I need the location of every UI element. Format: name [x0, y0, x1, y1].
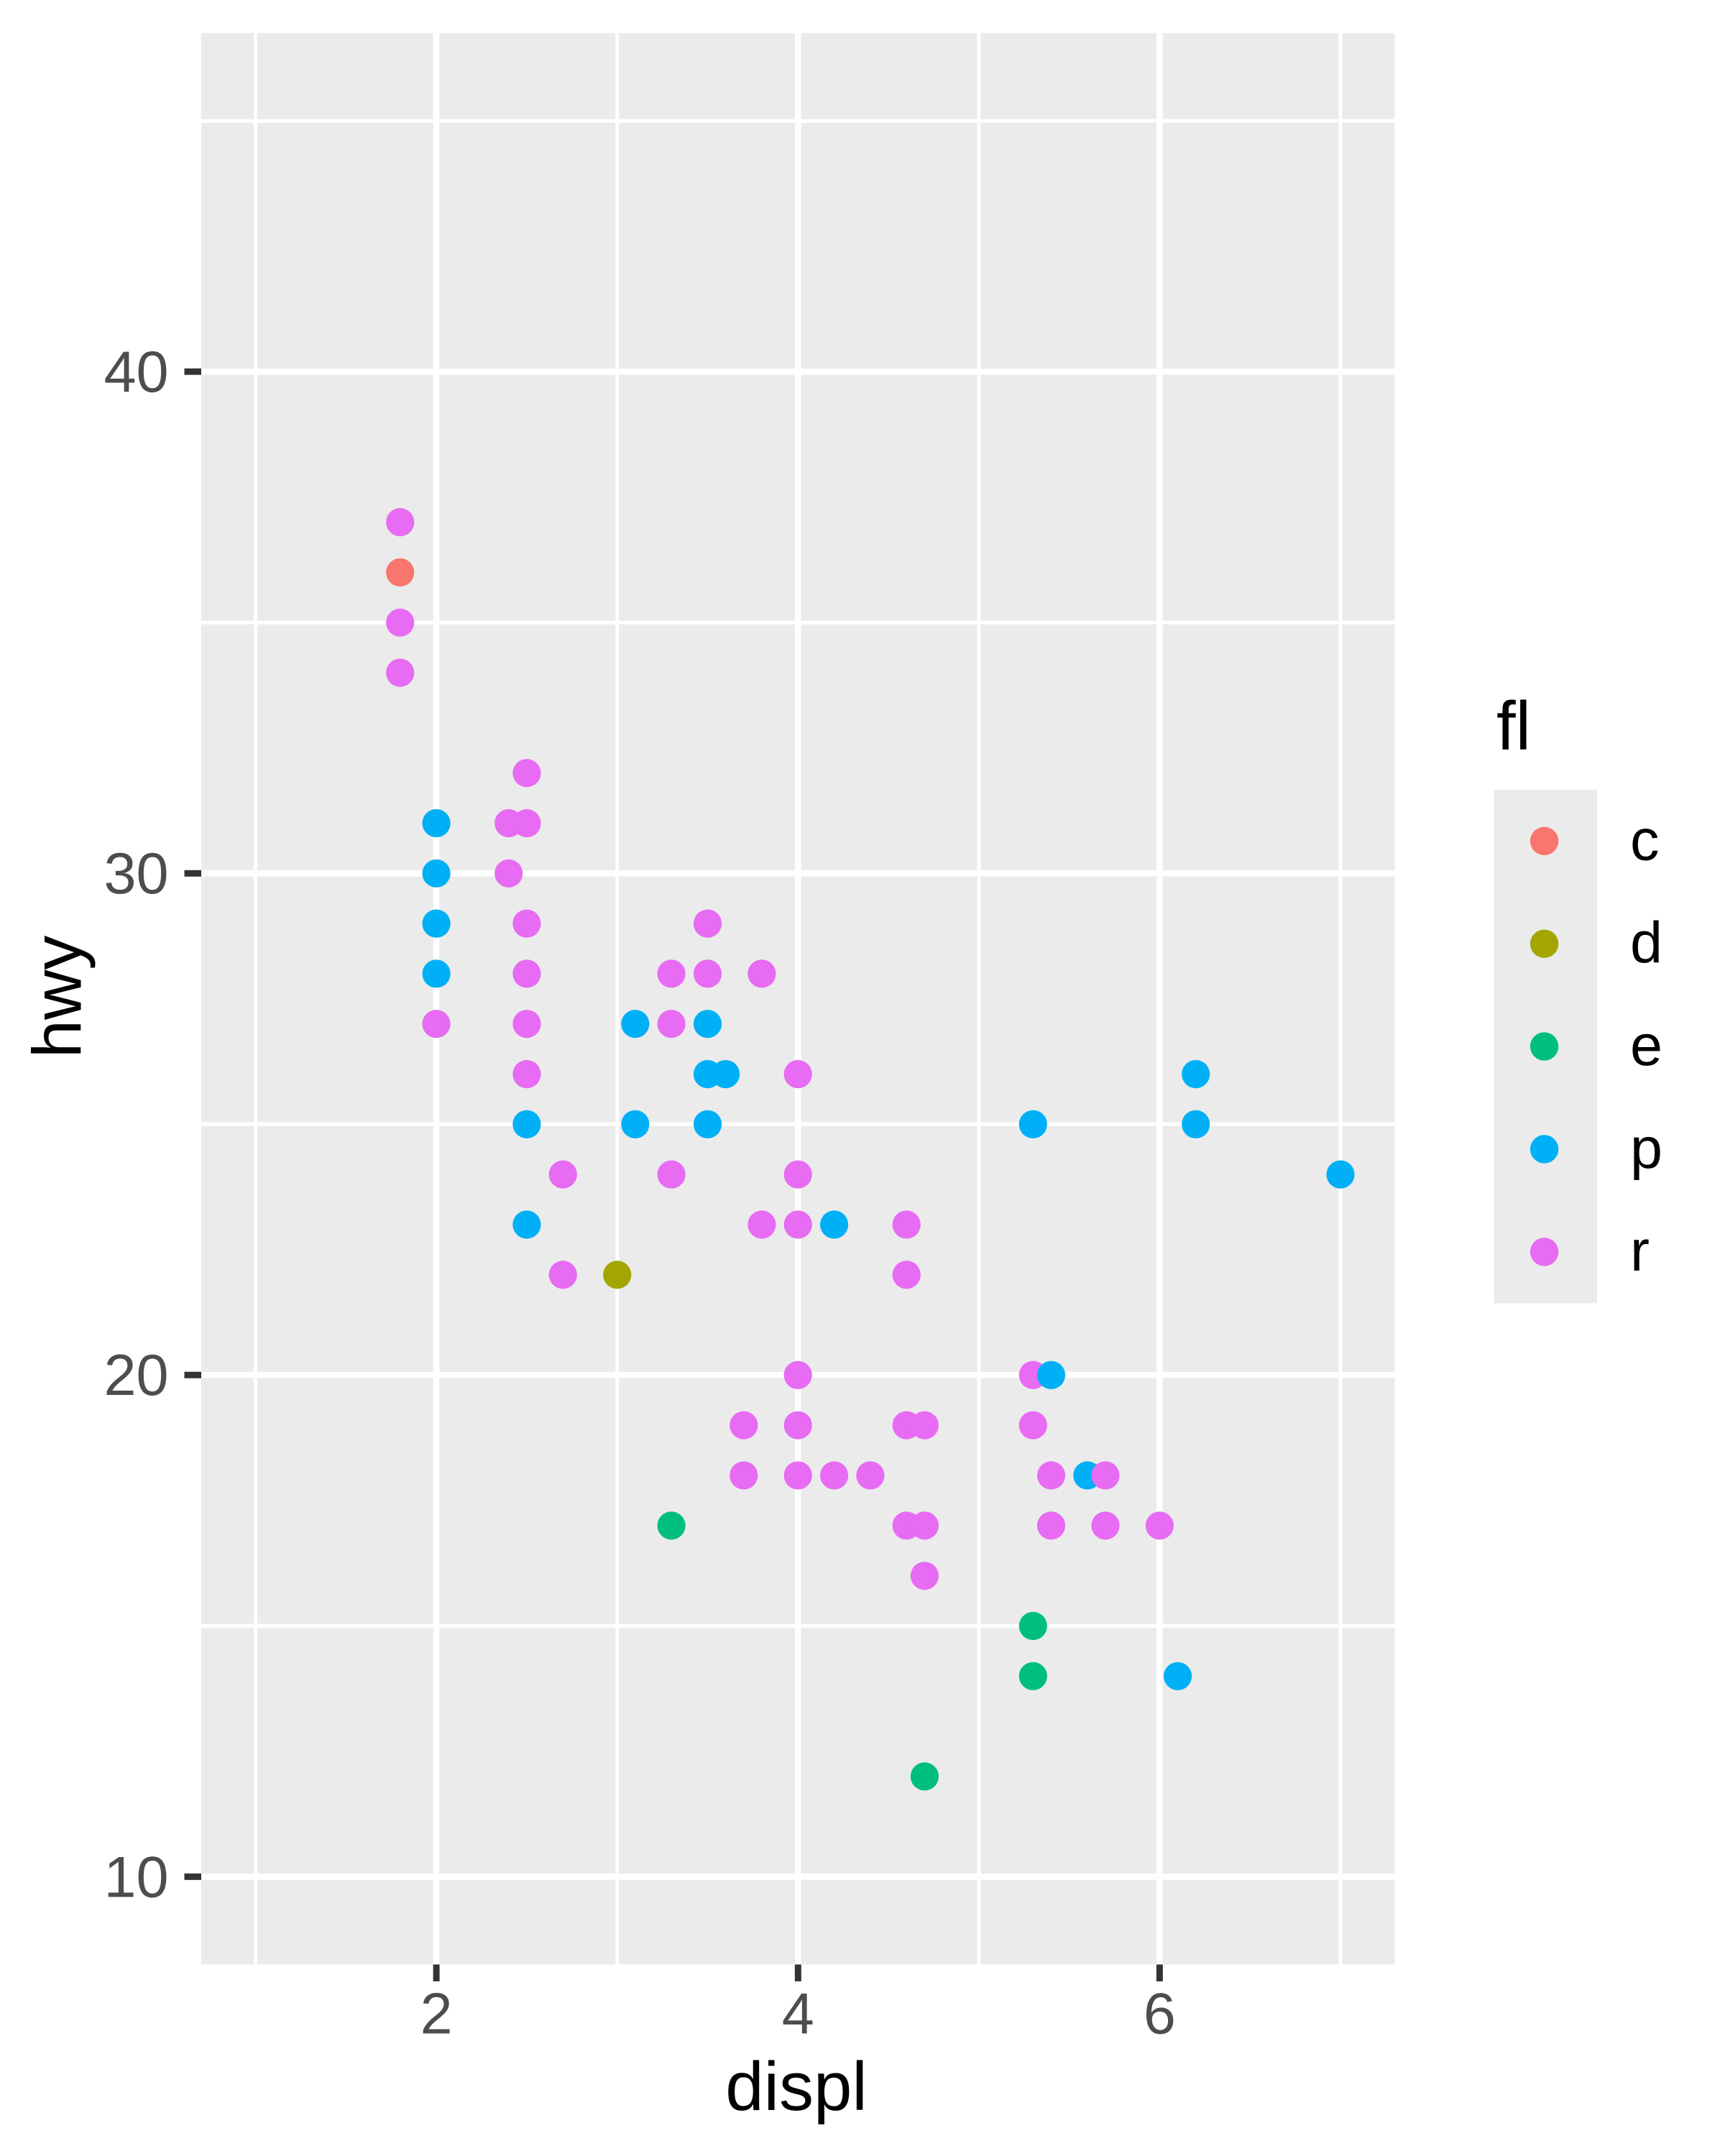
- svg-text:30: 30: [104, 842, 168, 906]
- svg-text:fl: fl: [1496, 688, 1531, 765]
- svg-text:p: p: [1630, 1116, 1662, 1181]
- svg-text:40: 40: [104, 340, 168, 405]
- svg-text:d: d: [1630, 911, 1662, 975]
- svg-text:displ: displ: [725, 2048, 867, 2125]
- svg-text:r: r: [1630, 1219, 1650, 1284]
- svg-text:hwy: hwy: [19, 936, 96, 1059]
- svg-text:6: 6: [1144, 1982, 1176, 2047]
- svg-text:4: 4: [782, 1982, 814, 2047]
- svg-text:10: 10: [104, 1845, 168, 1909]
- svg-text:e: e: [1630, 1013, 1662, 1078]
- svg-text:20: 20: [104, 1343, 168, 1408]
- svg-text:2: 2: [420, 1982, 453, 2047]
- svg-text:c: c: [1630, 808, 1660, 872]
